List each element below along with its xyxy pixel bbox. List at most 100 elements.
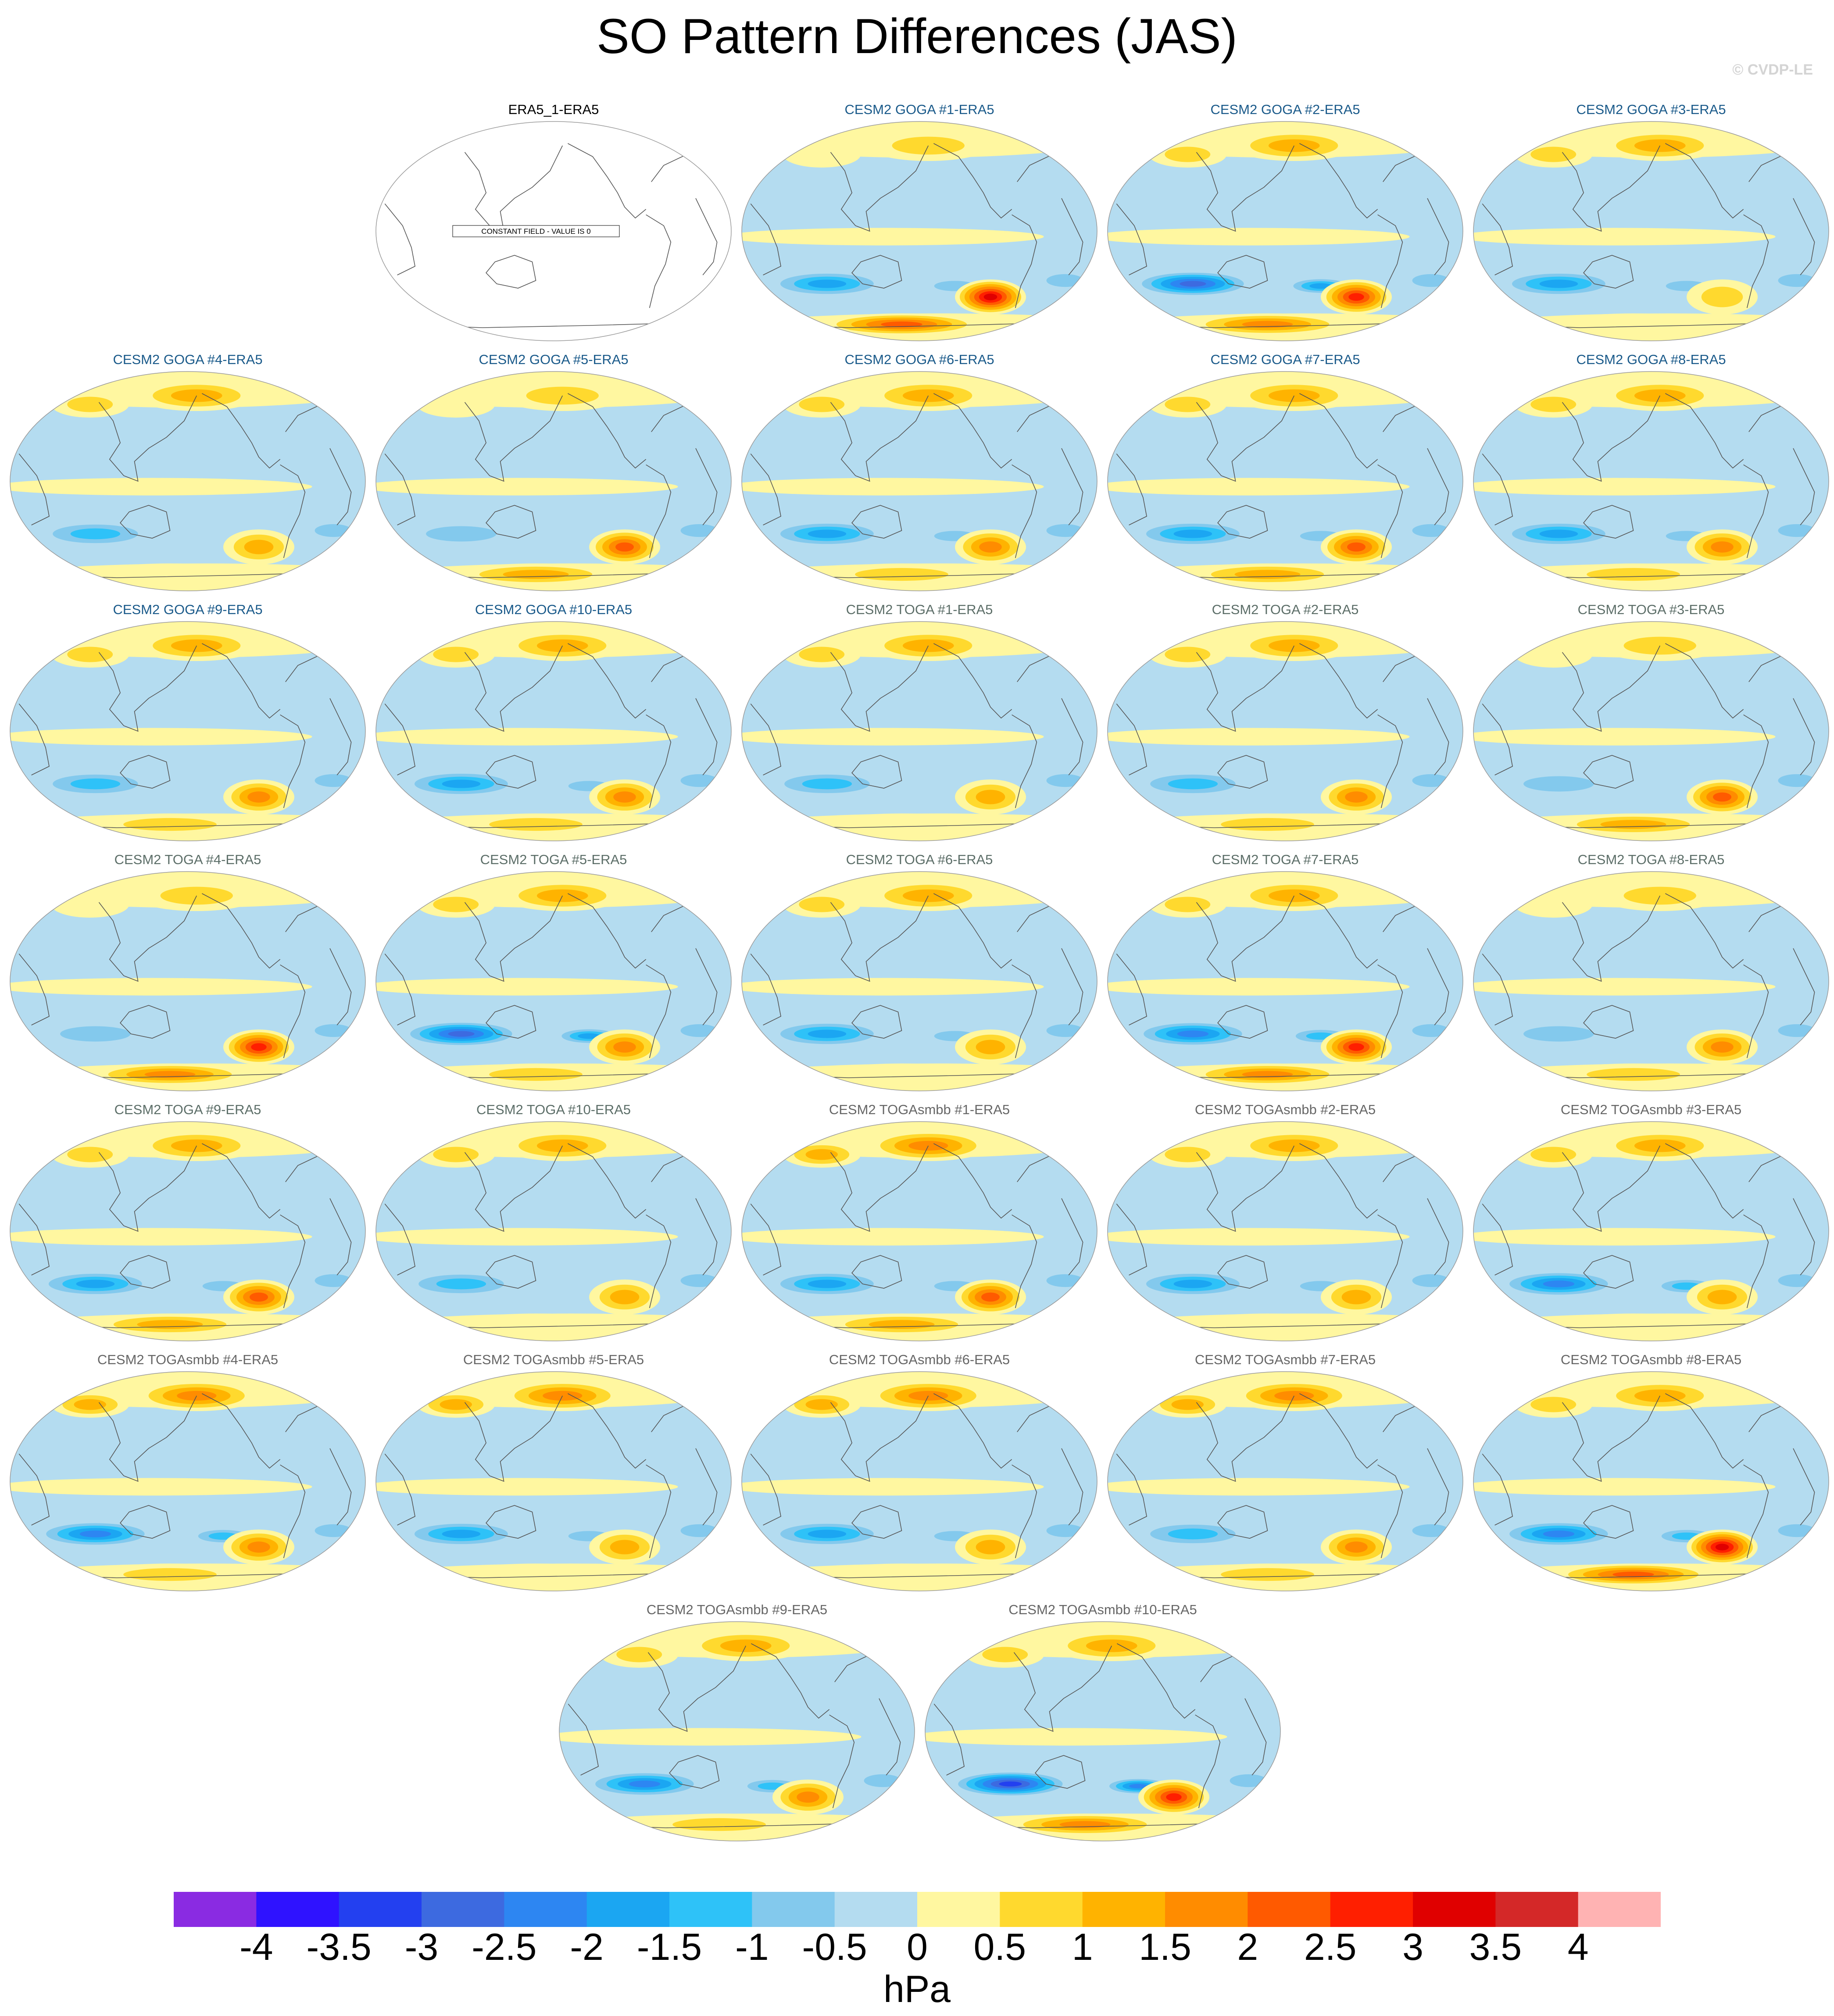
map-panel: CESM2 GOGA #6-ERA5 xyxy=(740,352,1099,592)
coastline xyxy=(464,395,563,482)
copyright-label: © CVDP-LE xyxy=(1732,61,1813,78)
field-contour-north-high-2 xyxy=(783,141,861,168)
field-contour-subtropic-band xyxy=(742,978,1044,996)
field-contour-sh-low xyxy=(808,1029,847,1038)
colorbar-tick-label: -3 xyxy=(404,1926,439,1968)
map-panel: CESM2 GOGA #7-ERA5 xyxy=(1105,352,1465,592)
field-contour-north-high-2 xyxy=(805,1149,838,1160)
field-contour-sa-high xyxy=(1166,1793,1182,1801)
coastline xyxy=(1743,214,1769,308)
field-contour-sh-low xyxy=(802,778,852,790)
map-plot xyxy=(375,1121,732,1341)
colorbar-swatch xyxy=(256,1892,340,1927)
panel-title: CESM2 GOGA #4-ERA5 xyxy=(113,352,263,367)
map-panel: CESM2 TOGAsmbb #3-ERA5 xyxy=(1471,1102,1831,1342)
field-contour-sa-high xyxy=(1707,1290,1737,1305)
coastline xyxy=(18,453,50,525)
panel-title: CESM2 TOGA #9-ERA5 xyxy=(114,1102,261,1117)
coastline xyxy=(879,1698,901,1776)
map-boundary xyxy=(741,621,1098,841)
field-contour-north-high-2 xyxy=(67,1147,113,1162)
field-contour-subtropic-band xyxy=(10,478,312,496)
coastline xyxy=(1427,448,1449,525)
coastline xyxy=(1377,964,1403,1058)
coastline xyxy=(1427,1198,1449,1276)
coastline xyxy=(202,393,281,469)
coastline xyxy=(1482,703,1513,776)
field-contour-sh-low-3 xyxy=(1046,1524,1084,1537)
field-contour-subtropic-band xyxy=(376,978,678,996)
colorbar-tick-label: 2.5 xyxy=(1304,1926,1357,1968)
field-contour-sa-high xyxy=(247,791,270,803)
coastline xyxy=(851,1255,902,1289)
panel-title: CESM2 TOGAsmbb #3-ERA5 xyxy=(1560,1102,1742,1117)
coastline xyxy=(1299,643,1378,719)
coastline xyxy=(1665,1143,1744,1219)
coastline xyxy=(280,1214,306,1308)
coastline xyxy=(1217,1005,1268,1039)
page-title: SO Pattern Differences (JAS) xyxy=(597,9,1237,64)
field-contour-sh-low xyxy=(808,529,847,538)
coastline xyxy=(1665,143,1744,219)
field-contour-sh-low xyxy=(1180,281,1206,287)
coastline xyxy=(486,1005,536,1039)
coastline xyxy=(1665,643,1744,719)
coastline xyxy=(830,1145,929,1232)
panel-title: ERA5_1-ERA5 xyxy=(508,102,599,117)
colorbar-swatch xyxy=(1330,1892,1413,1927)
coastline xyxy=(1299,143,1378,219)
field-contour-north-high-2 xyxy=(982,1647,1028,1662)
panel-title: CESM2 GOGA #1-ERA5 xyxy=(844,102,994,117)
field-contour-sh-low-2 xyxy=(1129,1784,1148,1789)
field-contour-north-high-2 xyxy=(1514,891,1593,918)
map-panel: CESM2 GOGA #8-ERA5 xyxy=(1471,352,1831,592)
coastline xyxy=(1061,948,1083,1026)
colorbar-tick-label: -4 xyxy=(240,1926,273,1968)
coastline xyxy=(486,255,536,289)
field-contour-sa-high xyxy=(1713,792,1731,802)
field-contour-subtropic-band xyxy=(1108,228,1410,246)
coastline xyxy=(1427,198,1449,275)
map-boundary xyxy=(10,621,366,841)
map-plot xyxy=(10,621,366,841)
field-contour-antarctic xyxy=(489,818,583,831)
map-panel: CESM2 TOGA #2-ERA5 xyxy=(1105,602,1465,842)
map-boundary xyxy=(1107,1371,1463,1591)
field-contour-sh-low-3 xyxy=(1046,1274,1084,1287)
colorbar-tick-label: 1 xyxy=(1072,1926,1093,1968)
map-boundary xyxy=(1107,121,1463,341)
colorbar-tick-label: 3 xyxy=(1402,1926,1423,1968)
colorbar-swatch xyxy=(422,1892,504,1927)
field-contour-antarctic xyxy=(1234,570,1301,579)
coastline xyxy=(1583,255,1634,289)
panel-title: CESM2 GOGA #6-ERA5 xyxy=(844,352,994,367)
coastline xyxy=(669,1755,720,1789)
coastline xyxy=(1196,1395,1295,1482)
map-boundary xyxy=(375,371,732,591)
coastline xyxy=(1665,1393,1744,1469)
map-plot xyxy=(1473,371,1829,591)
field-contour-subtropic-band xyxy=(742,228,1044,246)
map-boundary xyxy=(1107,1121,1463,1341)
map-boundary xyxy=(1473,1371,1829,1591)
panel-title: CESM2 TOGAsmbb #8-ERA5 xyxy=(1560,1352,1742,1367)
coastline xyxy=(830,645,929,732)
coastline xyxy=(1061,448,1083,525)
coastline xyxy=(486,1255,536,1289)
map-panel: CESM2 GOGA #9-ERA5 xyxy=(8,602,368,842)
field-contour-sh-low xyxy=(79,1530,111,1537)
coastline xyxy=(329,448,352,525)
map-plot xyxy=(1473,1121,1829,1341)
field-contour-sh-low xyxy=(1539,529,1578,538)
coastline xyxy=(750,953,781,1026)
map-boundary xyxy=(375,871,732,1091)
field-contour-antarctic xyxy=(869,1320,935,1329)
coastline xyxy=(18,953,50,1026)
map-panel: CESM2 TOGAsmbb #1-ERA5 xyxy=(740,1102,1099,1342)
panel-title: CESM2 TOGAsmbb #6-ERA5 xyxy=(829,1352,1010,1367)
coastline xyxy=(933,393,1012,469)
field-contour-sa-high xyxy=(250,1292,268,1302)
coastline xyxy=(1743,1464,1769,1558)
map-boundary xyxy=(741,121,1098,341)
field-contour-sa-high xyxy=(983,293,997,300)
